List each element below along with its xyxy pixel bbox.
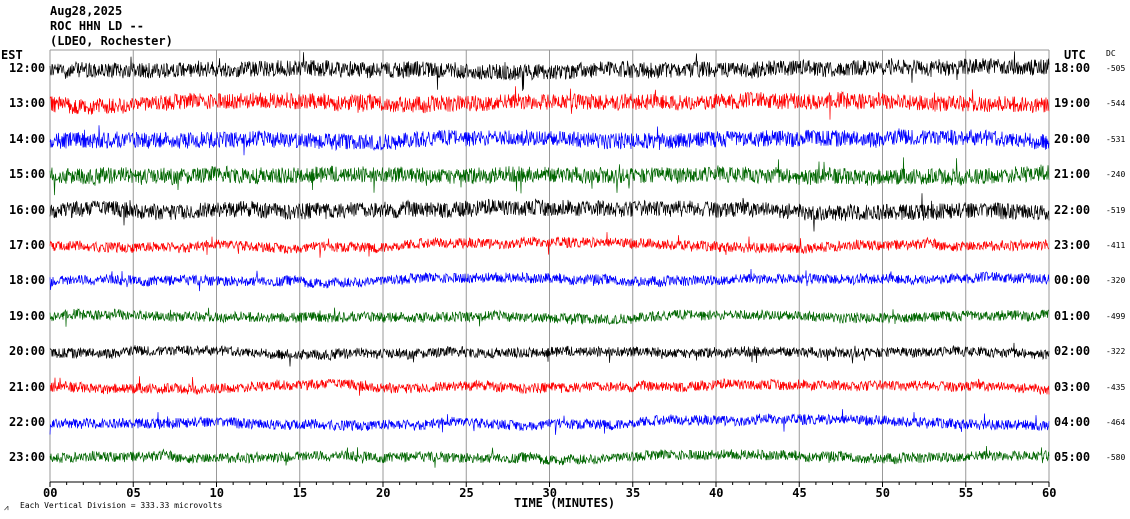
seismic-trace-1300 — [49, 86, 1050, 120]
dc-offset-label: -320 — [1106, 276, 1126, 286]
x-tick-label: 50 — [875, 486, 890, 500]
est-time-label: 14:00 — [9, 131, 46, 146]
dc-title: DC — [1106, 49, 1116, 58]
network-label: (LDEO, Rochester) — [50, 34, 173, 48]
est-time-label: 12:00 — [9, 61, 46, 75]
utc-time-label: 00:00 — [1054, 273, 1091, 288]
utc-time-label: 23:00 — [1054, 238, 1091, 252]
dc-offset-label: -411 — [1106, 241, 1126, 250]
utc-time-label: 03:00 — [1054, 379, 1091, 394]
x-tick-label: 45 — [792, 486, 807, 500]
seismic-trace-1200 — [49, 51, 1050, 91]
seismic-trace-1900 — [49, 307, 1049, 327]
dc-offset-label: -499 — [1106, 311, 1126, 321]
est-time-label: 19:00 — [9, 308, 46, 323]
utc-axis-title: UTC — [1064, 48, 1086, 62]
utc-time-label: 20:00 — [1054, 131, 1091, 146]
seismic-trace-1500 — [49, 157, 1050, 196]
est-time-label: 17:00 — [9, 238, 46, 252]
seismic-trace-2100 — [49, 376, 1050, 396]
dc-offset-label: -240 — [1106, 170, 1126, 180]
dc-offset-label: -580 — [1106, 453, 1126, 463]
dc-offset-label: -519 — [1106, 205, 1126, 215]
seismic-trace-2000 — [49, 342, 1050, 367]
x-tick-label: 60 — [1042, 486, 1057, 500]
utc-time-label: 19:00 — [1054, 96, 1091, 111]
x-tick-label: 40 — [709, 486, 724, 500]
x-tick-label: 30 — [542, 486, 557, 500]
est-time-label: 20:00 — [9, 344, 46, 359]
est-axis-title: EST — [1, 48, 23, 62]
x-tick-label: 25 — [459, 486, 474, 500]
date-label: Aug28,2025 — [50, 4, 123, 18]
x-tick-label: 00 — [43, 486, 58, 500]
seismic-trace-1700 — [49, 232, 1050, 258]
est-time-label: 22:00 — [9, 415, 46, 429]
est-time-label: 18:00 — [9, 273, 46, 288]
utc-time-label: 02:00 — [1054, 344, 1091, 359]
dc-offset-label: -435 — [1106, 382, 1126, 392]
est-time-label: 23:00 — [9, 450, 46, 465]
dc-offset-label: -544 — [1106, 99, 1126, 109]
x-tick-label: 35 — [625, 486, 641, 500]
seismic-trace-1800 — [49, 268, 1050, 292]
est-time-label: 13:00 — [9, 96, 46, 111]
utc-time-label: 22:00 — [1054, 202, 1091, 217]
scale-note: Each Vertical Division = 333.33 microvol… — [20, 501, 223, 510]
est-time-label: 16:00 — [9, 202, 46, 217]
seismic-trace-1400 — [49, 125, 1050, 156]
dc-offset-label: -531 — [1106, 134, 1126, 144]
logo-mark: ⩘ — [4, 503, 9, 512]
utc-time-label: 05:00 — [1054, 450, 1091, 465]
est-time-label: 21:00 — [9, 379, 46, 394]
utc-time-label: 21:00 — [1054, 167, 1091, 182]
utc-time-label: 01:00 — [1054, 308, 1091, 323]
est-time-label: 15:00 — [9, 167, 46, 182]
x-tick-label: 15 — [292, 486, 308, 500]
x-axis-label: TIME (MINUTES) — [514, 496, 616, 510]
utc-time-label: 04:00 — [1054, 415, 1091, 429]
dc-offset-label: -464 — [1106, 418, 1126, 427]
x-tick-label: 05 — [126, 486, 141, 500]
seismic-trace-2300 — [49, 445, 1050, 468]
utc-time-label: 18:00 — [1054, 61, 1091, 75]
x-tick-label: 20 — [376, 486, 391, 500]
seismic-trace-1600 — [49, 193, 1050, 232]
station-label: ROC HHN LD -- — [50, 19, 144, 33]
dc-offset-label: -322 — [1106, 347, 1126, 357]
dc-offset-label: -505 — [1106, 64, 1126, 73]
seismic-trace-2200 — [49, 409, 1050, 435]
x-tick-label: 55 — [958, 486, 974, 500]
x-tick-label: 10 — [209, 486, 224, 500]
